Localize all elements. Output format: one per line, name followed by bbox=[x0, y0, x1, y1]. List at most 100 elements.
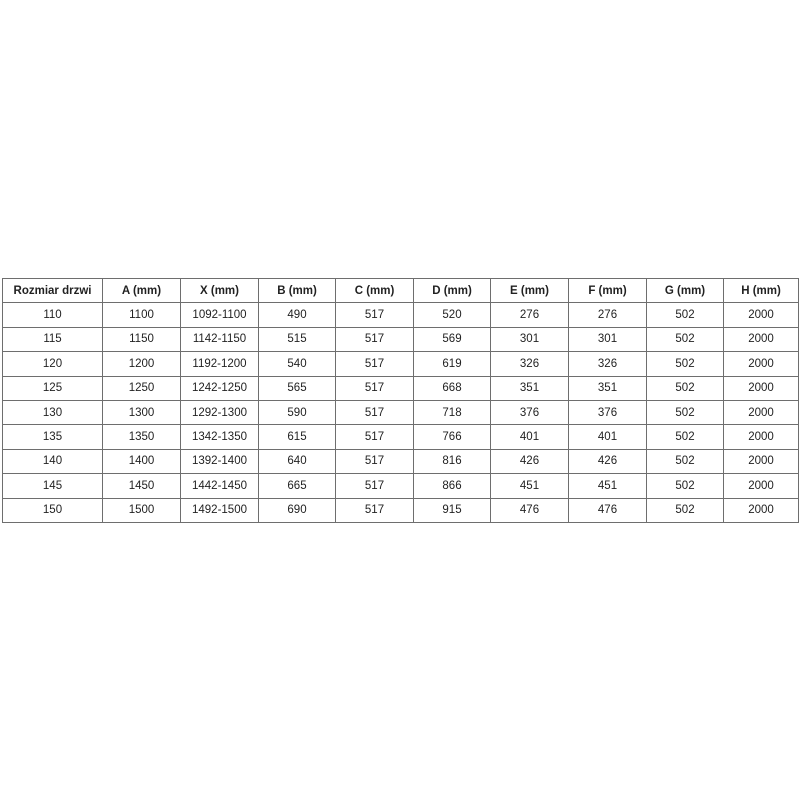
table-cell: 1450 bbox=[102, 473, 181, 499]
table-cell: 2000 bbox=[723, 424, 799, 450]
table-cell: 866 bbox=[413, 473, 491, 499]
column-header: D (mm) bbox=[413, 277, 491, 304]
table-cell: 517 bbox=[335, 302, 414, 328]
table-cell: 301 bbox=[568, 326, 647, 353]
table-cell: 569 bbox=[413, 326, 491, 353]
table-cell: 1250 bbox=[102, 375, 181, 401]
table-cell: 502 bbox=[646, 497, 724, 523]
table-row: 125 1250 1242-1250 565 517 668 351 351 502 2000 bbox=[2, 375, 799, 401]
table-cell: 2000 bbox=[723, 326, 799, 353]
table-cell: 517 bbox=[335, 424, 414, 450]
table-row: 150 1500 1492-1500 690 517 915 476 476 502 2000 bbox=[2, 497, 799, 523]
table-cell: 1142-1150 bbox=[180, 326, 259, 353]
table-cell: 1242-1250 bbox=[180, 375, 259, 401]
table-cell: 326 bbox=[490, 351, 569, 377]
table-cell: 640 bbox=[258, 448, 336, 475]
table-cell: 426 bbox=[490, 448, 569, 475]
table-cell: 1492-1500 bbox=[180, 497, 259, 523]
table-cell: 502 bbox=[646, 351, 724, 377]
table-cell: 515 bbox=[258, 326, 336, 353]
table-cell: 502 bbox=[646, 473, 724, 499]
table-cell: 120 bbox=[2, 351, 103, 377]
table-cell: 517 bbox=[335, 448, 414, 475]
column-header: X (mm) bbox=[180, 277, 259, 304]
table-cell: 2000 bbox=[723, 399, 799, 426]
table-cell: 401 bbox=[490, 424, 569, 450]
table-cell: 615 bbox=[258, 424, 336, 450]
column-header: H (mm) bbox=[723, 277, 799, 304]
table-cell: 619 bbox=[413, 351, 491, 377]
table-cell: 150 bbox=[2, 497, 103, 523]
column-header: B (mm) bbox=[258, 277, 336, 304]
table-cell: 502 bbox=[646, 326, 724, 353]
table-cell: 376 bbox=[490, 399, 569, 426]
header-row: Rozmiar drzwi A (mm) X (mm) B (mm) C (mm) D (… bbox=[2, 277, 799, 304]
table-cell: 490 bbox=[258, 302, 336, 328]
column-header: E (mm) bbox=[490, 277, 569, 304]
table-cell: 301 bbox=[490, 326, 569, 353]
table-cell: 110 bbox=[2, 302, 103, 328]
table-cell: 2000 bbox=[723, 351, 799, 377]
table-cell: 326 bbox=[568, 351, 647, 377]
table-cell: 1392-1400 bbox=[180, 448, 259, 475]
column-header: F (mm) bbox=[568, 277, 647, 304]
table-cell: 766 bbox=[413, 424, 491, 450]
table-cell: 540 bbox=[258, 351, 336, 377]
table-cell: 276 bbox=[568, 302, 647, 328]
table-cell: 517 bbox=[335, 399, 414, 426]
table-cell: 502 bbox=[646, 424, 724, 450]
column-header: Rozmiar drzwi bbox=[2, 277, 103, 304]
column-header: C (mm) bbox=[335, 277, 414, 304]
table-cell: 1150 bbox=[102, 326, 181, 353]
table-cell: 140 bbox=[2, 448, 103, 475]
table-cell: 517 bbox=[335, 326, 414, 353]
table-row: 110 1100 1092-1100 490 517 520 276 276 502 2000 bbox=[2, 302, 799, 328]
table-cell: 2000 bbox=[723, 302, 799, 328]
table-row: 145 1450 1442-1450 665 517 866 451 451 502 2000 bbox=[2, 473, 799, 499]
table-cell: 517 bbox=[335, 497, 414, 523]
table-cell: 145 bbox=[2, 473, 103, 499]
table-row: 130 1300 1292-1300 590 517 718 376 376 502 2000 bbox=[2, 399, 799, 426]
table-row: 140 1400 1392-1400 640 517 816 426 426 502 2000 bbox=[2, 448, 799, 475]
table-cell: 590 bbox=[258, 399, 336, 426]
table-row: 115 1150 1142-1150 515 517 569 301 301 502 2000 bbox=[2, 326, 799, 353]
table-cell: 517 bbox=[335, 375, 414, 401]
table-cell: 1350 bbox=[102, 424, 181, 450]
table-cell: 125 bbox=[2, 375, 103, 401]
table-cell: 816 bbox=[413, 448, 491, 475]
table-cell: 502 bbox=[646, 399, 724, 426]
table-cell: 2000 bbox=[723, 448, 799, 475]
table-cell: 1292-1300 bbox=[180, 399, 259, 426]
table-cell: 2000 bbox=[723, 497, 799, 523]
table-row: 135 1350 1342-1350 615 517 766 401 401 502 2000 bbox=[2, 424, 799, 450]
table-cell: 1400 bbox=[102, 448, 181, 475]
table-cell: 502 bbox=[646, 302, 724, 328]
table-cell: 1092-1100 bbox=[180, 302, 259, 328]
table-cell: 718 bbox=[413, 399, 491, 426]
table-cell: 1342-1350 bbox=[180, 424, 259, 450]
table-cell: 451 bbox=[568, 473, 647, 499]
table-cell: 520 bbox=[413, 302, 491, 328]
table-body: 110 1100 1092-1100 490 517 520 276 276 502 2000 11… bbox=[2, 302, 799, 523]
table-cell: 351 bbox=[490, 375, 569, 401]
table-cell: 130 bbox=[2, 399, 103, 426]
table-cell: 1100 bbox=[102, 302, 181, 328]
table-row: 120 1200 1192-1200 540 517 619 326 326 502 2000 bbox=[2, 351, 799, 377]
table-cell: 517 bbox=[335, 351, 414, 377]
column-header: G (mm) bbox=[646, 277, 724, 304]
table-cell: 451 bbox=[490, 473, 569, 499]
table-cell: 502 bbox=[646, 448, 724, 475]
column-header: A (mm) bbox=[102, 277, 181, 304]
table-cell: 2000 bbox=[723, 473, 799, 499]
table-cell: 135 bbox=[2, 424, 103, 450]
table-cell: 565 bbox=[258, 375, 336, 401]
table-cell: 115 bbox=[2, 326, 103, 353]
table-cell: 476 bbox=[568, 497, 647, 523]
table-cell: 668 bbox=[413, 375, 491, 401]
table-cell: 2000 bbox=[723, 375, 799, 401]
table-cell: 1300 bbox=[102, 399, 181, 426]
table-cell: 351 bbox=[568, 375, 647, 401]
table-cell: 665 bbox=[258, 473, 336, 499]
table-cell: 1500 bbox=[102, 497, 181, 523]
table-cell: 476 bbox=[490, 497, 569, 523]
